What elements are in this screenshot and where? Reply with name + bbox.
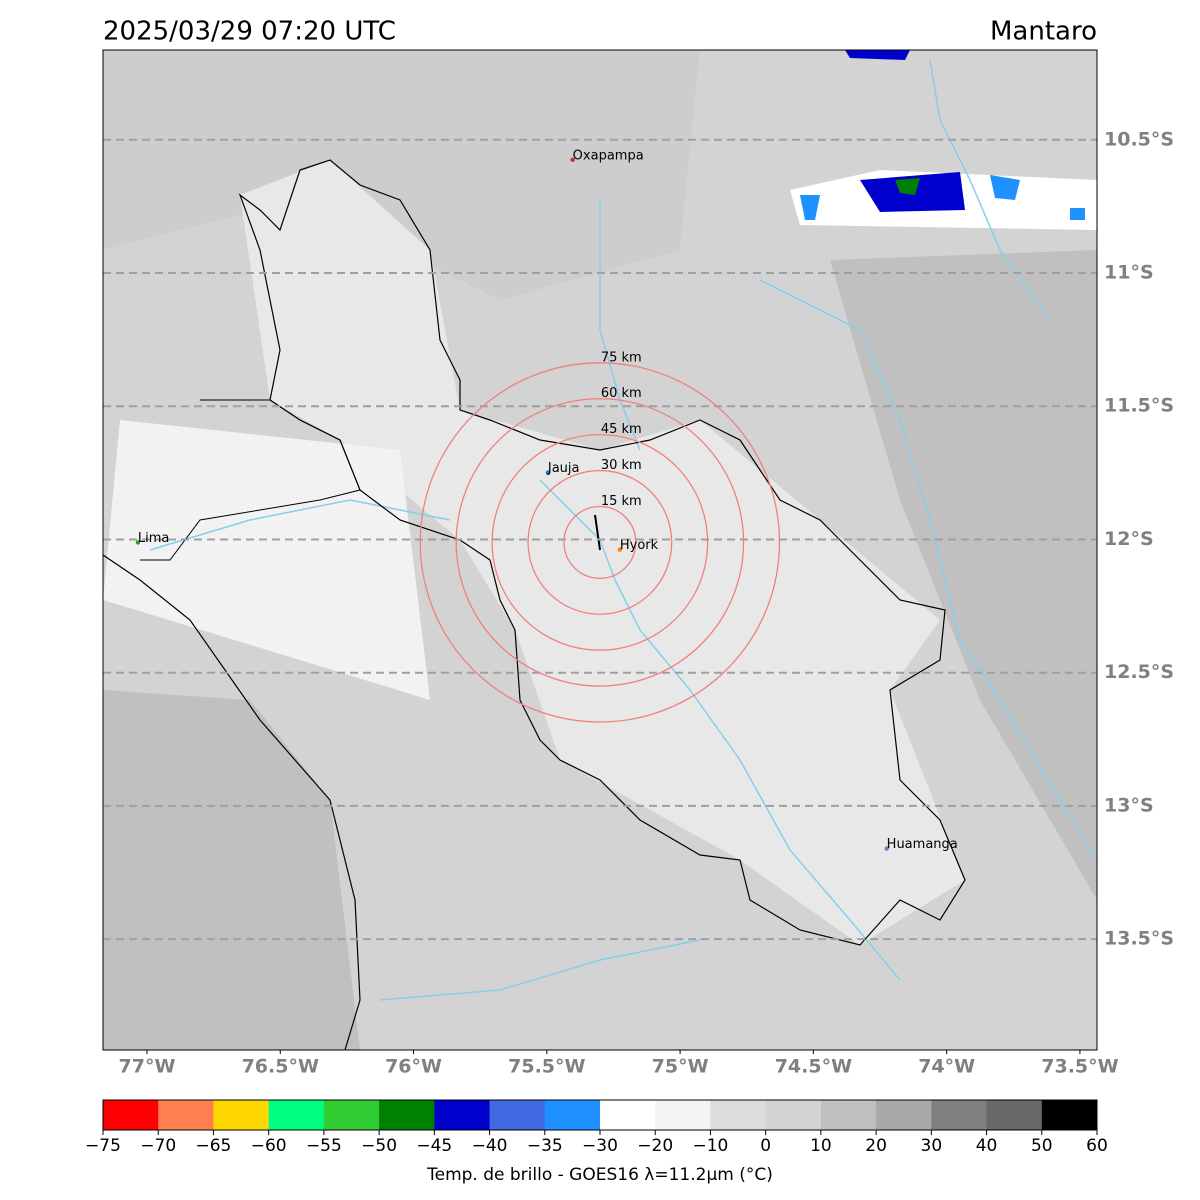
city-label: Huamanga (887, 837, 958, 852)
colorbar-bin (103, 1100, 159, 1130)
colorbar-tick-label: 10 (810, 1136, 832, 1156)
city-marker (884, 846, 889, 851)
ring-label: 45 km (601, 422, 642, 437)
colorbar-tick-label: 40 (976, 1136, 998, 1156)
colorbar-bin (158, 1100, 214, 1130)
city-label: Oxapampa (573, 148, 644, 163)
colorbar-tick-label: −35 (527, 1136, 563, 1156)
range-ring (527, 469, 673, 615)
city-label: Jauja (547, 461, 580, 476)
colorbar-bin (876, 1100, 932, 1130)
colorbar-tick-label: −10 (692, 1136, 728, 1156)
colorbar-bin (986, 1100, 1043, 1130)
lon-label: 74.5°W (775, 1056, 852, 1078)
colorbar-tick-label: 60 (1086, 1136, 1108, 1156)
lat-label: 13°S (1104, 794, 1154, 816)
colorbar-bin (765, 1100, 822, 1130)
range-ring (491, 434, 709, 651)
colorbar-tick-label: −60 (251, 1136, 287, 1156)
colorbar-bin (379, 1100, 435, 1130)
colorbar-bin (213, 1100, 270, 1130)
colorbar-tick-label: −55 (306, 1136, 342, 1156)
colorbar-bin (820, 1100, 877, 1130)
colorbar-label: Temp. de brillo - GOES16 λ=11.2μm (°C) (426, 1165, 773, 1185)
colorbar-tick-label: −40 (472, 1136, 508, 1156)
colorbar-tick-label: −30 (582, 1136, 618, 1156)
colorbar-tick-label: 20 (865, 1136, 887, 1156)
colorbar-tick-label: −65 (195, 1136, 231, 1156)
overlay: 15 km 30 km 45 km 60 km 75 km Oxapampa Jauja Hy… (103, 138, 1097, 941)
title: 2025/03/29 07:20 UTC (103, 17, 396, 47)
colorbar-bin (655, 1100, 711, 1130)
colorbar-tick-label: 30 (921, 1136, 943, 1156)
colorbar-tick-label: −20 (637, 1136, 673, 1156)
lon-label: 75.5°W (508, 1056, 585, 1078)
city-marker (545, 470, 551, 475)
lon-label: 75°W (652, 1056, 709, 1078)
map-frame (102, 49, 1098, 1051)
city-marker (135, 540, 141, 545)
colorbar-tick-label: −45 (416, 1136, 452, 1156)
ring-label: 60 km (601, 386, 642, 401)
range-ring (455, 398, 745, 687)
region-name: Mantaro (990, 17, 1097, 47)
colorbar-tick-label: −50 (361, 1136, 397, 1156)
lon-label: 73.5°W (1041, 1056, 1118, 1078)
ring-label: 15 km (601, 494, 642, 509)
lon-label: 77°W (119, 1056, 176, 1078)
colorbar-tick-label: 0 (760, 1136, 771, 1156)
lat-label: 13.5°S (1104, 928, 1174, 950)
ring-label: 75 km (601, 350, 642, 365)
lon-label: 74°W (918, 1056, 975, 1078)
colorbar-bin (710, 1100, 767, 1130)
city-marker (570, 157, 575, 162)
lon-label: 76.5°W (242, 1056, 319, 1078)
city-label: Hyork (620, 538, 659, 553)
colorbar-tick-label: 50 (1031, 1136, 1053, 1156)
range-ring (419, 362, 781, 723)
colorbar-bin (323, 1100, 380, 1130)
colorbar-bin (600, 1100, 656, 1130)
lat-label: 11.5°S (1104, 395, 1174, 417)
lat-label: 10.5°S (1104, 128, 1174, 150)
colorbar-tick-label: −70 (140, 1136, 176, 1156)
satellite-image (103, 50, 1097, 1050)
colorbar-bin (489, 1100, 546, 1130)
colorbar-tick-label: −75 (85, 1136, 121, 1156)
colorbar-bin (544, 1100, 601, 1130)
city-marker (617, 547, 623, 552)
ring-label: 30 km (601, 458, 642, 473)
city-label: Lima (138, 531, 169, 546)
range-ring (563, 505, 637, 579)
lat-label: 12.5°S (1104, 661, 1174, 683)
colorbar-bin (931, 1100, 988, 1130)
lon-label: 76°W (385, 1056, 442, 1078)
lat-label: 11°S (1104, 262, 1154, 284)
lat-label: 12°S (1104, 528, 1154, 550)
colorbar-bin (434, 1100, 491, 1130)
colorbar-bin (268, 1100, 325, 1130)
colorbar-bin (1041, 1100, 1098, 1130)
